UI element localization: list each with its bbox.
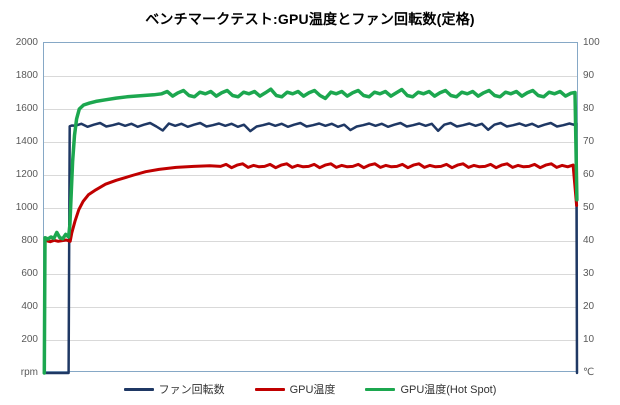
- legend-swatch-gpu-temp: [254, 387, 285, 391]
- axis-tick-label: 400: [21, 300, 38, 312]
- gridline-200: [44, 340, 577, 341]
- plot-svg: [42, 87, 579, 375]
- axis-tick-label: 90: [583, 69, 595, 81]
- axis-tick-label: 1400: [15, 135, 38, 147]
- axis-unit-label: rpm: [20, 366, 38, 378]
- series-line-gpu-temp-hotspot: [42, 87, 579, 375]
- chart-title: ベンチマークテスト:GPU温度とファン回転数(定格): [145, 11, 475, 27]
- right-axis: 100 90 80 70 60 50 40 30 20 10 ℃: [583, 0, 620, 405]
- legend-label: ファン回転数: [158, 384, 225, 396]
- gridline-1200: [44, 175, 577, 176]
- left-axis: 2000 1800 1600 1400 1200 1000 800 600 400 200 rpm: [0, 0, 38, 405]
- gridline-1800: [44, 76, 577, 77]
- gridline-400: [44, 307, 577, 308]
- plot-area: [42, 42, 579, 375]
- gridline-600: [44, 274, 577, 275]
- axis-tick-label: 40: [583, 234, 595, 246]
- axis-tick-label: 1600: [15, 102, 38, 114]
- axis-tick-label: 1000: [15, 201, 38, 213]
- axis-tick-label: 50: [583, 201, 595, 213]
- gridline-1400: [44, 142, 577, 143]
- legend-item-gpu-temp: GPU温度: [254, 381, 336, 397]
- axis-unit-label: ℃: [583, 366, 595, 378]
- legend-label: GPU温度(Hot Spot): [400, 384, 497, 396]
- gridline-800: [44, 241, 577, 242]
- axis-tick-label: 1200: [15, 168, 38, 180]
- legend-swatch-gpu-temp-hotspot: [365, 387, 396, 391]
- axis-tick-label: 200: [21, 333, 38, 345]
- axis-tick-label: 600: [21, 267, 38, 279]
- legend-label: GPU温度: [289, 384, 336, 396]
- axis-tick-label: 70: [583, 135, 595, 147]
- legend-item-fan-rpm: ファン回転数: [123, 381, 225, 397]
- axis-tick-label: 20: [583, 300, 595, 312]
- axis-tick-label: 80: [583, 102, 595, 114]
- axis-tick-label: 60: [583, 168, 595, 180]
- series-line-fan-rpm: [42, 121, 579, 375]
- gridline-1600: [44, 109, 577, 110]
- gridline-1000: [44, 208, 577, 209]
- axis-tick-label: 30: [583, 267, 595, 279]
- legend-swatch-fan-rpm: [123, 387, 154, 391]
- series-line-gpu-temp: [44, 162, 579, 244]
- legend-item-gpu-temp-hotspot: GPU温度(Hot Spot): [365, 381, 496, 397]
- axis-tick-label: 1800: [15, 69, 38, 81]
- axis-tick-label: 2000: [15, 36, 38, 48]
- axis-tick-label: 10: [583, 333, 595, 345]
- legend: ファン回転数 GPU温度 GPU温度(Hot Spot): [0, 381, 620, 397]
- axis-tick-label: 800: [21, 234, 38, 246]
- axis-tick-label: 100: [583, 36, 600, 48]
